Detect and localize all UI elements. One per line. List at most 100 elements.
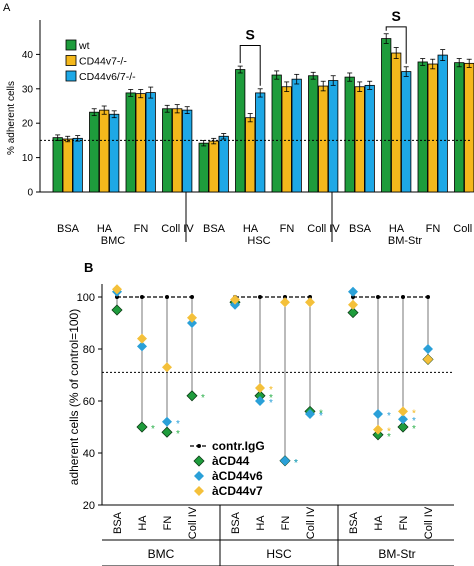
group-label: BM-Str — [378, 547, 415, 561]
x-category-label: BSA — [112, 511, 124, 534]
x-category-label: FN — [280, 223, 295, 235]
marker-àCD44v6-BMC-Coll IV — [187, 318, 197, 328]
significance-star: * — [387, 411, 391, 422]
control-igg-point — [308, 295, 312, 299]
legend-label: àCD44 — [212, 454, 250, 468]
bar-wt-BM-Str-Coll IV — [454, 62, 465, 193]
panel-a-label: A — [3, 2, 11, 14]
marker-àCD44v7-HSC-HA — [255, 383, 265, 393]
bar-wt-HSC-BSA — [198, 142, 209, 193]
significance-star: * — [201, 393, 205, 404]
control-igg-point — [258, 295, 262, 299]
significance-star: * — [269, 385, 273, 396]
control-igg-point — [140, 295, 144, 299]
control-igg-point — [115, 295, 119, 299]
x-category-label: Coll IV — [187, 506, 199, 539]
marker-àCD44v6-BM-Str-Coll IV — [423, 344, 433, 354]
x-category-label: HA — [255, 515, 267, 531]
marker-àCD44v6-BMC-FN — [162, 416, 172, 427]
significance-label: S — [392, 8, 401, 24]
x-category-label: HA — [137, 515, 149, 531]
panel-a-plot: 0 10 20 30 40 BSA HA FN Coll IV BMC BSA HA S FN Coll I… — [22, 8, 474, 247]
legend-swatch-wt — [65, 39, 77, 51]
bar-CD44v6/7-/--BMC-BSA — [72, 137, 83, 193]
y-tick-label: 40 — [22, 50, 34, 61]
control-igg-point — [283, 295, 287, 299]
panel-b-label: B — [84, 260, 93, 275]
bar-CD44v6/7-/--HSC-FN — [291, 78, 302, 193]
marker-àCD44-BM-Str-BSA — [347, 307, 359, 319]
control-igg-point — [401, 295, 405, 299]
legend-marker-àCD44v6 — [194, 471, 204, 481]
significance-star: * — [412, 408, 416, 419]
group-label: BMC — [148, 547, 175, 561]
x-category-label: BSA — [203, 223, 226, 235]
bar-CD44v7-/--HSC-FN — [281, 86, 292, 193]
x-category-label: FN — [398, 516, 410, 531]
marker-àCD44v7-BM-Str-BSA — [348, 299, 358, 310]
panel-b: B adherent cells (% of control=100) 20 40… — [67, 260, 454, 566]
marker-àCD44-BM-Str-FN — [397, 421, 409, 433]
bar-wt-BM-Str-HA — [381, 38, 392, 193]
control-igg-point — [165, 295, 169, 299]
bar-wt-BMC-HA — [89, 111, 100, 193]
y-tick-label: 20 — [22, 119, 34, 130]
x-category-label: Coll IV — [161, 223, 194, 235]
bar-CD44v7-/--BM-Str-BSA — [354, 86, 365, 193]
significance-star: * — [319, 411, 323, 422]
bar-CD44v7-/--BM-Str-HA — [391, 52, 402, 193]
significance-star: * — [294, 458, 298, 469]
marker-àCD44v7-BM-Str-Coll IV — [423, 354, 433, 365]
marker-àCD44v6-BM-Str-HA — [373, 409, 383, 419]
marker-àCD44-BM-Str-HA — [372, 429, 384, 441]
bar-CD44v6/7-/--BMC-Coll IV — [182, 109, 193, 193]
significance-star: * — [387, 427, 391, 438]
significance-star: * — [412, 424, 416, 435]
bar-CD44v6/7-/--HSC-Coll IV — [328, 80, 339, 193]
marker-àCD44-BMC-Coll IV — [186, 390, 198, 402]
bar-CD44v7-/--BMC-FN — [135, 93, 146, 193]
control-igg-point — [190, 295, 194, 299]
marker-àCD44v6-BMC-HA — [137, 341, 147, 352]
x-category-label: HA — [389, 223, 405, 235]
x-category-label: Coll IV — [307, 223, 340, 235]
control-igg-point — [376, 295, 380, 299]
panel-a: A % adherent cells 0 10 20 30 40 BSA HA FN Coll … — [3, 2, 474, 247]
significance-star: * — [151, 424, 155, 435]
bar-CD44v7-/--BMC-HA — [99, 109, 110, 193]
y-tick-label: 0 — [27, 188, 33, 199]
significance-bracket — [239, 44, 261, 86]
marker-àCD44-BMC-HA — [136, 421, 148, 433]
x-category-label: FN — [426, 223, 441, 235]
bar-CD44v7-/--HSC-BSA — [208, 140, 219, 193]
group-label: HSC — [266, 547, 292, 561]
marker-àCD44v6-BM-Str-FN — [398, 414, 408, 425]
significance-star: * — [319, 408, 323, 419]
marker-àCD44v7-BMC-BSA — [112, 284, 122, 295]
bar-CD44v6/7-/--BM-Str-FN — [437, 54, 448, 193]
bar-CD44v6/7-/--HSC-BSA — [218, 135, 229, 193]
marker-àCD44v7-BMC-FN — [162, 362, 172, 373]
marker-àCD44v7-BMC-HA — [137, 333, 147, 344]
y-tick-label: 10 — [22, 153, 34, 164]
x-category-label: Coll IV — [423, 506, 435, 539]
marker-àCD44v6-HSC-Coll IV — [305, 409, 315, 419]
legend-marker-àCD44 — [193, 455, 205, 467]
legend-label: CD44v6/7-/- — [79, 71, 136, 83]
bar-wt-HSC-Coll IV — [308, 75, 319, 193]
marker-àCD44v7-HSC-Coll IV — [305, 297, 315, 308]
legend-label: wt — [78, 40, 90, 52]
bar-CD44v6/7-/--BM-Str-BSA — [364, 84, 375, 193]
marker-àCD44v6-BM-Str-BSA — [348, 286, 358, 297]
marker-àCD44v7-BMC-Coll IV — [187, 312, 197, 323]
significance-star: * — [176, 429, 180, 440]
bar-wt-HSC-HA — [235, 69, 246, 193]
y-tick-label: 20 — [83, 500, 95, 512]
panel-b-ylabel: adherent cells (% of control=100) — [67, 309, 81, 485]
legend-label: CD44v7-/- — [79, 56, 127, 68]
legend-label: contr.IgG — [212, 439, 265, 453]
x-category-label: FN — [134, 223, 149, 235]
bar-CD44v6/7-/--BM-Str-HA — [401, 71, 412, 193]
